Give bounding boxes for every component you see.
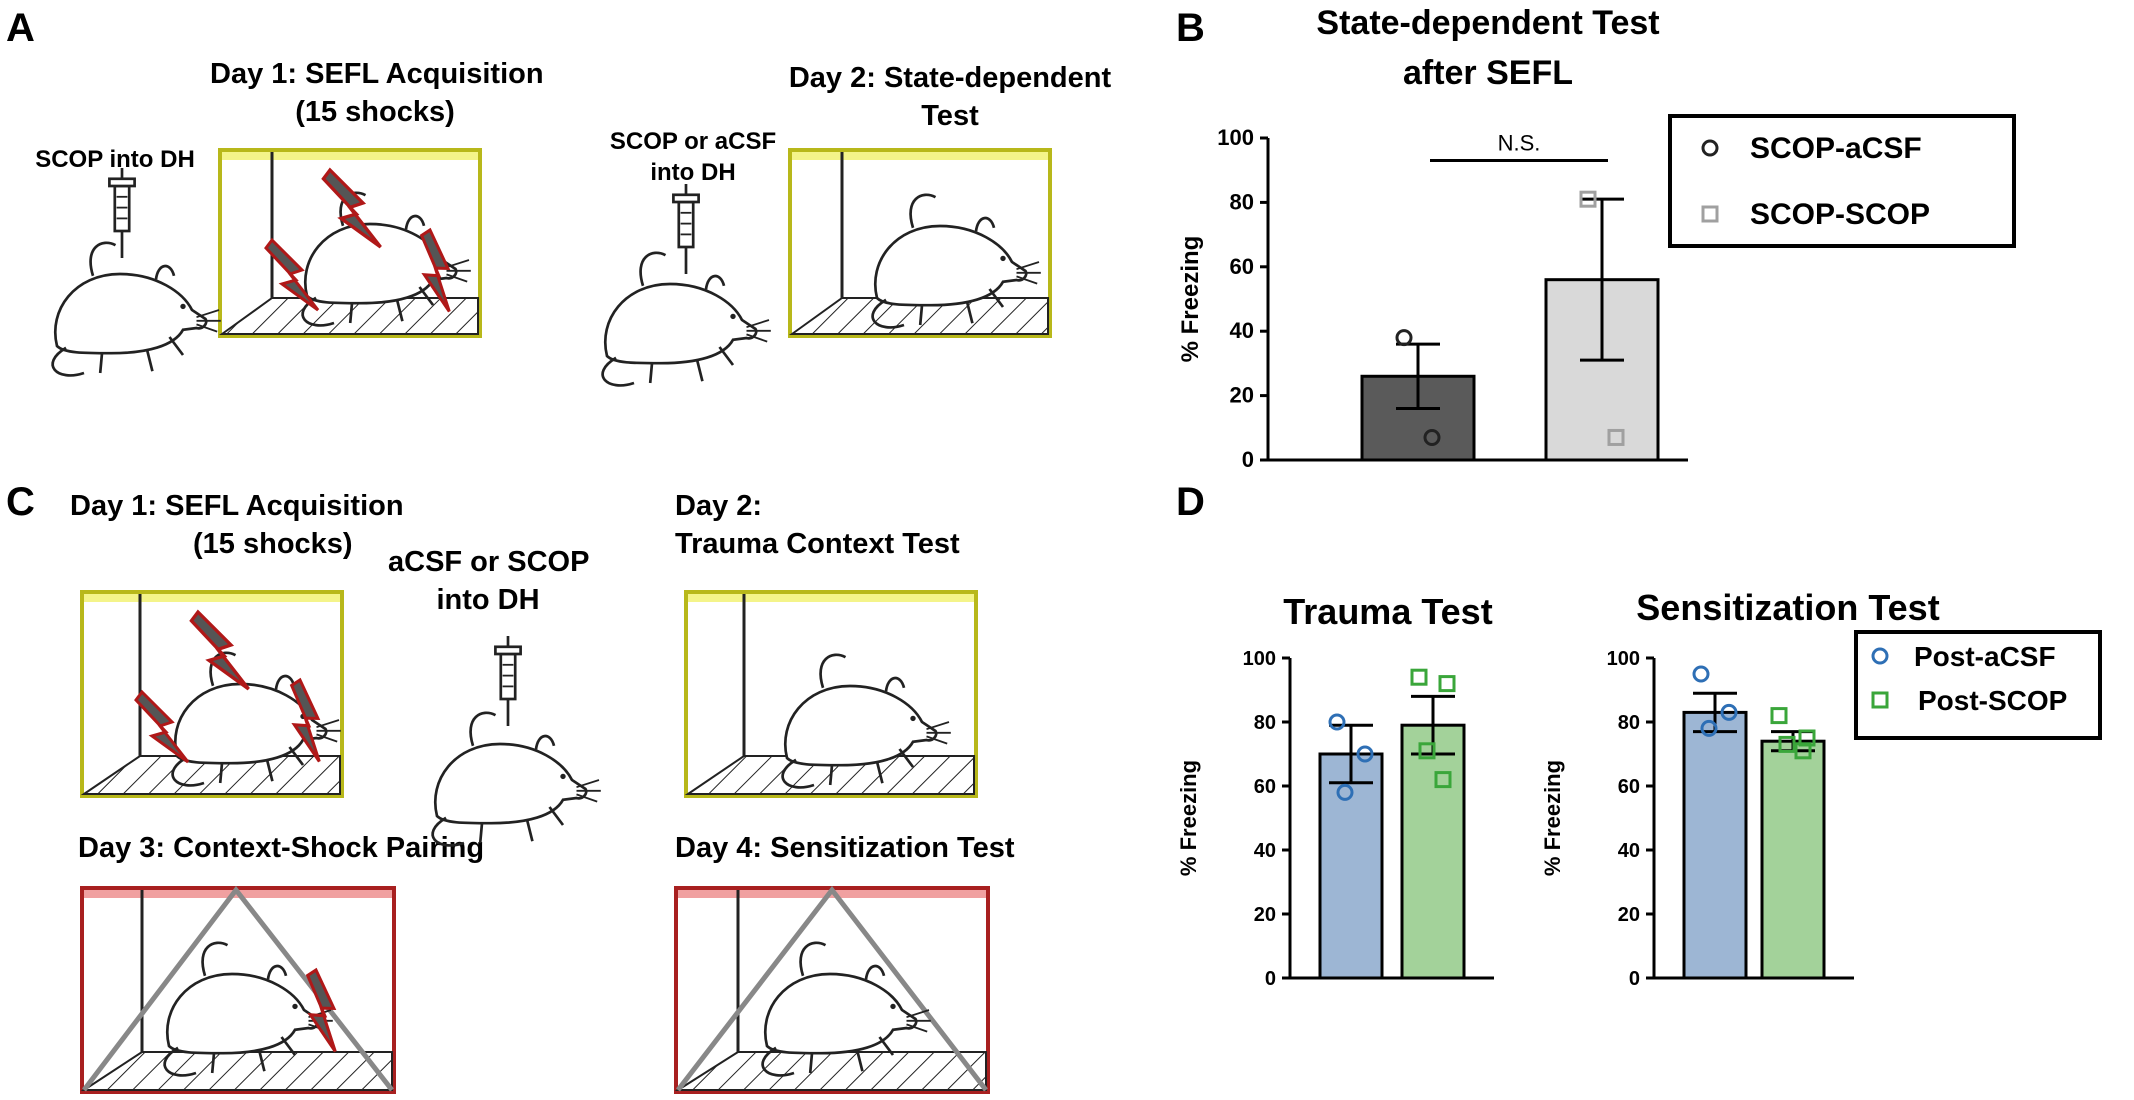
- data-point: [1410, 668, 1428, 686]
- data-point: [1778, 735, 1796, 753]
- legend-marker: [1871, 691, 1889, 709]
- panel-a-inj1: SCOP into DH: [35, 146, 195, 173]
- panel-c-inj: aCSF or SCOP into DH: [388, 544, 590, 619]
- legend-box: [1854, 630, 2102, 740]
- data-point: [1423, 428, 1441, 446]
- data-point: [1700, 719, 1718, 737]
- data-point: [1434, 771, 1452, 789]
- y-tick-label: 100: [1217, 125, 1254, 150]
- y-tick-label: 100: [1243, 648, 1276, 670]
- panel-c-day2-title-text: Day 2:: [675, 490, 763, 522]
- panel-c-day2-sub: Trauma Context Test: [675, 527, 960, 560]
- data-point: [1579, 190, 1597, 208]
- data-point: [1720, 703, 1738, 721]
- data-point: [1692, 665, 1710, 683]
- panel-label-c: C: [6, 480, 35, 524]
- legend-box: [1668, 114, 2016, 248]
- panel-label-b: B: [1176, 6, 1205, 50]
- legend-marker: [1701, 205, 1719, 223]
- data-point: [1328, 713, 1346, 731]
- significance-label: N.S.: [1498, 131, 1541, 156]
- data-point: [1418, 742, 1436, 760]
- y-tick-label: 60: [1254, 776, 1276, 798]
- y-tick-label: 80: [1618, 712, 1640, 734]
- panel-a-inj2: SCOP or aCSF into DH: [598, 126, 788, 188]
- legend-marker: [1871, 647, 1889, 665]
- y-axis-label: % Freezing: [1176, 760, 1201, 876]
- legend-label: SCOP-SCOP: [1750, 198, 1930, 231]
- panel-label-a: A: [6, 6, 35, 50]
- data-point: [1356, 745, 1374, 763]
- panel-a-inj2-line1: SCOP or aCSF: [609, 128, 777, 155]
- y-tick-label: 0: [1265, 968, 1276, 990]
- bar-post-scop: [1400, 723, 1466, 980]
- y-tick-label: 20: [1254, 904, 1276, 926]
- y-tick-label: 0: [1242, 447, 1254, 472]
- data-point: [1794, 742, 1812, 760]
- panel-c-day1-sub: (15 shocks): [193, 527, 353, 560]
- chart-d-sensitization: Sensitization Test 0 20 40 60 80 100 % Freezing…: [1540, 587, 2102, 990]
- bar-post-acsf: [1682, 710, 1748, 980]
- data-point: [1438, 675, 1456, 693]
- y-tick-label: 60: [1618, 776, 1640, 798]
- data-point: [1336, 783, 1354, 801]
- y-tick-label: 0: [1629, 968, 1640, 990]
- panel-c-day3-title: Day 3: Context-Shock Pairing: [78, 832, 485, 864]
- panel-a-day2-title-text: Day 2: State-dependent: [788, 62, 1112, 94]
- legend-label: Post-aCSF: [1914, 641, 2056, 672]
- chart-title: Trauma Test: [1283, 591, 1492, 632]
- legend-marker: [1701, 139, 1719, 157]
- panel-a-day1-box: [218, 148, 482, 338]
- panel-c-day4-box: [674, 885, 990, 1094]
- panel-a-day2-sub: Test: [921, 99, 979, 132]
- data-point: [1395, 329, 1413, 347]
- chart-title: Sensitization Test: [1636, 587, 1939, 628]
- y-tick-label: 20: [1230, 383, 1254, 408]
- y-tick-label: 40: [1254, 840, 1276, 862]
- y-axis-label: % Freezing: [1177, 236, 1204, 363]
- y-tick-label: 80: [1254, 712, 1276, 734]
- panel-c-inj-line2: into DH: [436, 583, 540, 616]
- y-axis-label: % Freezing: [1540, 760, 1565, 876]
- panel-label-d: D: [1176, 480, 1205, 524]
- panel-a-inj2-line2: into DH: [650, 159, 736, 187]
- panel-a-day1-title: Day 1: SEFL Acquisition (15 shocks): [210, 56, 544, 131]
- data-point: [1607, 428, 1625, 446]
- y-tick-label: 100: [1607, 648, 1640, 670]
- panel-a-day1-sub: (15 shocks): [295, 95, 455, 128]
- panel-c-day4-title: Day 4: Sensitization Test: [675, 832, 1015, 864]
- y-tick-label: 40: [1618, 840, 1640, 862]
- chart-title-line2: after SEFL: [1403, 54, 1573, 92]
- panel-a-day2-box: [788, 148, 1052, 338]
- panel-c-day1-title: Day 1: SEFL Acquisition (15 shocks): [70, 488, 450, 563]
- panel-c-day2-title: Day 2: Trauma Context Test: [675, 488, 1015, 563]
- chart-d-trauma: Trauma Test 0 20 40 60 80 100 % Freezing: [1176, 591, 1494, 990]
- panel-c-day3-box: [80, 885, 396, 1094]
- panel-c-day1-title-text: Day 1: SEFL Acquisition: [70, 490, 404, 522]
- panel-a-day2-title: Day 2: State-dependent Test: [780, 60, 1120, 135]
- data-point: [1770, 707, 1788, 725]
- chart-b: State-dependent Test after SEFL 0 20 40 60 80 1…: [1177, 4, 2016, 472]
- panel-c-day2-box: [684, 590, 978, 798]
- panel-a-day1-title-text: Day 1: SEFL Acquisition: [210, 58, 544, 90]
- panel-c-inj-line1: aCSF or SCOP: [388, 546, 590, 578]
- legend-label: SCOP-aCSF: [1750, 132, 1922, 165]
- bar-post-scop: [1760, 739, 1826, 980]
- y-tick-label: 60: [1230, 254, 1254, 279]
- legend-label: Post-SCOP: [1918, 685, 2067, 716]
- y-tick-label: 80: [1230, 189, 1254, 214]
- panel-c-day1-box: [80, 590, 345, 798]
- chart-title-line1: State-dependent Test: [1316, 4, 1659, 42]
- y-tick-label: 20: [1618, 904, 1640, 926]
- y-tick-label: 40: [1230, 318, 1254, 343]
